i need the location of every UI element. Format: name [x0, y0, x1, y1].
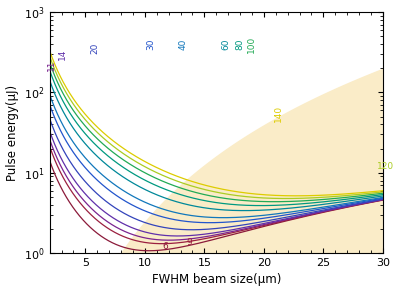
Y-axis label: Pulse energy(μJ): Pulse energy(μJ) — [6, 84, 18, 181]
Text: 100: 100 — [248, 36, 256, 53]
Polygon shape — [50, 69, 383, 253]
Text: 14: 14 — [58, 48, 67, 60]
Text: 20: 20 — [90, 43, 99, 54]
Text: 30: 30 — [146, 38, 155, 50]
Text: 120: 120 — [377, 162, 394, 171]
Text: 40: 40 — [178, 39, 188, 50]
Text: 140: 140 — [274, 105, 283, 122]
Text: 6: 6 — [163, 241, 168, 251]
Text: 60: 60 — [221, 38, 230, 50]
Text: 80: 80 — [236, 38, 244, 50]
X-axis label: FWHM beam size(μm): FWHM beam size(μm) — [152, 273, 281, 286]
Text: 11: 11 — [47, 59, 56, 71]
Text: 9: 9 — [186, 238, 192, 247]
